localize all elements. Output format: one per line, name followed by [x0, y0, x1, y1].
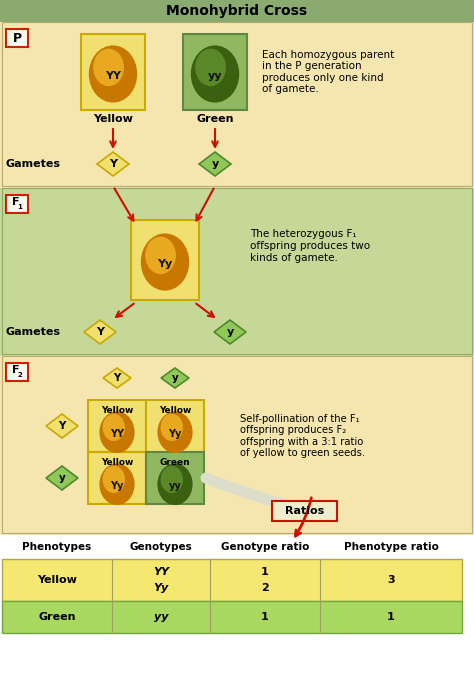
Text: yy: yy — [154, 612, 168, 622]
Text: Phenotypes: Phenotypes — [22, 542, 91, 552]
Text: Self-pollination of the F₁
offspring produces F₂
offspring with a 3:1 ratio
of y: Self-pollination of the F₁ offspring pro… — [240, 414, 365, 458]
Text: y: y — [227, 327, 234, 337]
Ellipse shape — [89, 45, 137, 102]
Ellipse shape — [102, 414, 125, 441]
Bar — [0, 535, 474, 683]
Text: YY: YY — [105, 71, 121, 81]
Bar — [131, 220, 199, 300]
Text: y: y — [172, 373, 178, 383]
Text: yy: yy — [208, 71, 222, 81]
Text: Gametes: Gametes — [6, 327, 61, 337]
Text: Y: Y — [109, 159, 117, 169]
Text: Y: Y — [58, 421, 66, 431]
Polygon shape — [199, 152, 231, 176]
Text: Yellow: Yellow — [101, 458, 133, 467]
Text: Yy: Yy — [168, 429, 182, 439]
Text: Green: Green — [38, 612, 76, 622]
Bar — [272, 501, 337, 521]
Bar — [146, 452, 204, 504]
Text: 1: 1 — [18, 204, 22, 210]
Text: Yy: Yy — [157, 260, 173, 269]
Ellipse shape — [100, 411, 135, 453]
Text: Genotype ratio: Genotype ratio — [221, 542, 309, 552]
Bar — [0, 356, 474, 535]
Text: Monohybrid Cross: Monohybrid Cross — [166, 4, 308, 18]
Text: 1: 1 — [261, 567, 269, 576]
Text: Y: Y — [96, 327, 104, 337]
Text: yy: yy — [169, 481, 182, 491]
Ellipse shape — [191, 45, 239, 102]
Polygon shape — [103, 368, 131, 388]
Text: Green: Green — [160, 458, 191, 467]
Ellipse shape — [161, 466, 183, 493]
Text: Y: Y — [113, 373, 121, 383]
Text: Yellow: Yellow — [101, 406, 133, 415]
Bar — [88, 452, 146, 504]
Polygon shape — [97, 152, 129, 176]
Text: Gametes: Gametes — [6, 159, 61, 169]
Bar — [2, 559, 462, 601]
Bar — [2, 188, 472, 354]
Ellipse shape — [161, 414, 183, 441]
Text: Ratios: Ratios — [285, 506, 325, 516]
Text: The heterozygous F₁
offspring produces two
kinds of gamete.: The heterozygous F₁ offspring produces t… — [250, 229, 370, 262]
Text: P: P — [12, 31, 21, 44]
Bar — [0, 22, 474, 188]
Bar — [6, 29, 28, 47]
Text: Yellow: Yellow — [37, 575, 77, 585]
Text: 2: 2 — [261, 583, 269, 594]
Text: 1: 1 — [387, 612, 395, 622]
Bar — [6, 363, 28, 381]
Ellipse shape — [157, 411, 192, 453]
Bar — [0, 0, 474, 22]
Ellipse shape — [100, 464, 135, 505]
Text: Yellow: Yellow — [93, 114, 133, 124]
Text: Phenotype ratio: Phenotype ratio — [344, 542, 438, 552]
Polygon shape — [46, 414, 78, 438]
Ellipse shape — [145, 237, 176, 274]
Bar — [88, 400, 146, 452]
Polygon shape — [84, 320, 116, 344]
Text: Yy: Yy — [154, 583, 169, 594]
Text: F: F — [12, 365, 20, 375]
Bar — [2, 601, 462, 633]
Polygon shape — [161, 368, 189, 388]
Text: 3: 3 — [387, 575, 395, 585]
Text: Yellow: Yellow — [159, 406, 191, 415]
Bar — [2, 22, 472, 186]
Text: y: y — [211, 159, 219, 169]
Bar — [2, 356, 472, 533]
Text: Green: Green — [196, 114, 234, 124]
Bar — [81, 34, 145, 110]
Polygon shape — [214, 320, 246, 344]
Text: 1: 1 — [261, 612, 269, 622]
Bar — [6, 195, 28, 213]
Text: Each homozygous parent
in the P generation
produces only one kind
of gamete.: Each homozygous parent in the P generati… — [262, 50, 394, 94]
Text: F: F — [12, 197, 20, 207]
Bar — [183, 34, 247, 110]
Text: YY: YY — [110, 429, 124, 439]
Bar — [146, 400, 204, 452]
Ellipse shape — [195, 48, 226, 86]
Bar — [0, 188, 474, 356]
Text: 2: 2 — [18, 372, 22, 378]
Text: Yy: Yy — [110, 481, 124, 491]
Text: Genotypes: Genotypes — [129, 542, 192, 552]
Ellipse shape — [141, 234, 189, 290]
Ellipse shape — [93, 48, 124, 86]
Polygon shape — [46, 466, 78, 490]
Text: y: y — [59, 473, 65, 483]
Ellipse shape — [102, 466, 125, 493]
Ellipse shape — [157, 464, 192, 505]
Text: YY: YY — [153, 567, 169, 576]
